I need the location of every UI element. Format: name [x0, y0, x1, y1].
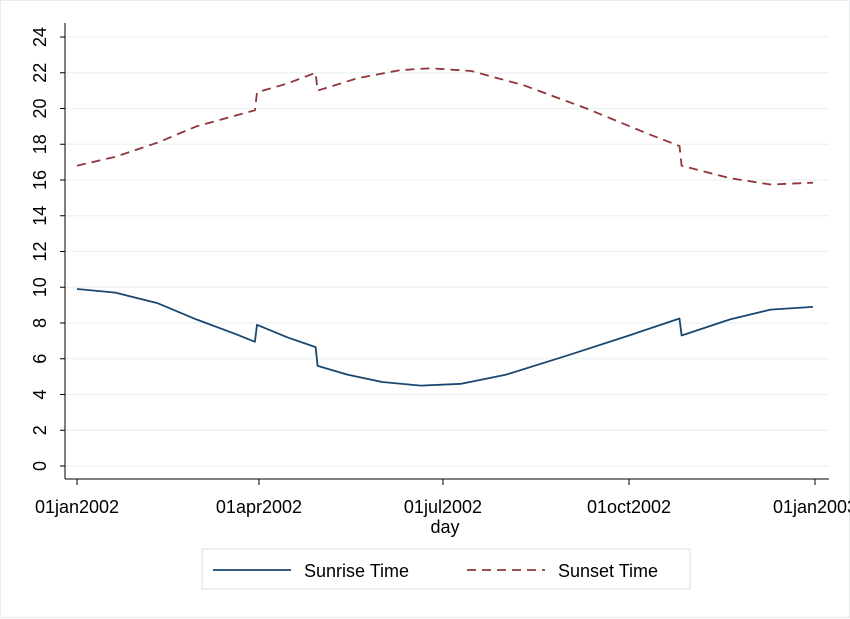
y-tick-label-24: 24 [30, 27, 50, 47]
legend-label-sunrise: Sunrise Time [304, 561, 409, 581]
y-tick-label-2: 2 [30, 425, 50, 435]
legend-label-sunset: Sunset Time [558, 561, 658, 581]
y-tick-label-6: 6 [30, 354, 50, 364]
x-tick-label-4: 01jan2003 [773, 497, 850, 517]
series-line-sunset [76, 67, 814, 186]
y-tick-label-12: 12 [30, 241, 50, 261]
y-tick-label-14: 14 [30, 206, 50, 226]
legend-box [201, 548, 691, 590]
y-tick-label-18: 18 [30, 134, 50, 154]
y-tick-label-8: 8 [30, 318, 50, 328]
x-axis-title: day [430, 517, 459, 537]
y-tick-label-10: 10 [30, 277, 50, 297]
y-tick-label-20: 20 [30, 98, 50, 118]
y-tick-label-22: 22 [30, 63, 50, 83]
y-tick-label-0: 0 [30, 461, 50, 471]
y-tick-label-4: 4 [30, 389, 50, 399]
x-tick-label-0: 01jan2002 [35, 497, 119, 517]
x-tick-label-3: 01oct2002 [587, 497, 671, 517]
x-tick-label-2: 01jul2002 [404, 497, 482, 517]
y-tick-label-16: 16 [30, 170, 50, 190]
series-line-sunrise [76, 288, 814, 387]
x-tick-label-1: 01apr2002 [216, 497, 302, 517]
